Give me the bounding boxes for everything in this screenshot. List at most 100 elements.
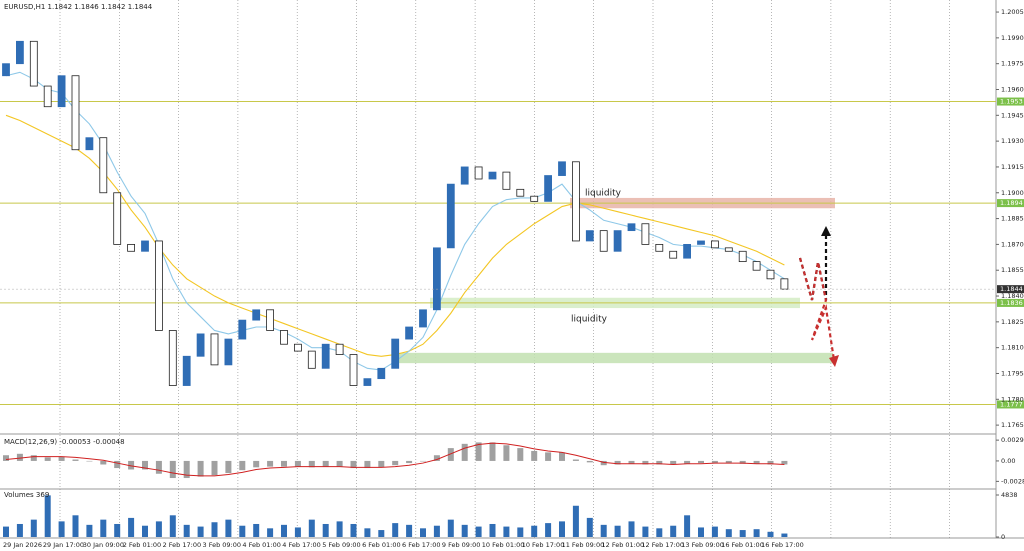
macd-bar (211, 460, 218, 476)
volume-bar (517, 527, 524, 537)
volume-bar (128, 517, 135, 537)
macd-bar (239, 460, 246, 471)
volume-bar (114, 523, 121, 537)
y-tick-label: 1.1810 (1001, 344, 1024, 352)
candle (627, 223, 636, 232)
volume-bar (698, 527, 704, 537)
macd-bar (739, 460, 746, 464)
candle (599, 230, 608, 252)
zone (395, 352, 833, 364)
level-label-bg (997, 199, 1024, 208)
candle (113, 192, 122, 245)
volume-tick-label: 4838 (1001, 491, 1018, 499)
macd-bar (545, 452, 552, 461)
candle (127, 243, 135, 252)
volume-bar (406, 524, 413, 537)
candle (405, 326, 414, 340)
volume-bar (308, 519, 315, 537)
volume-bar (86, 524, 93, 537)
volume-bar (16, 523, 23, 537)
x-tick-label: 12 Feb 17:00 (641, 541, 684, 549)
candle (585, 230, 594, 242)
volume-bar (294, 527, 301, 537)
candle (432, 247, 441, 311)
volume-bar (642, 526, 649, 537)
volume-bar (392, 523, 399, 537)
candle (363, 378, 372, 386)
candle (655, 243, 664, 252)
macd-bar (155, 460, 162, 474)
macd-bar (308, 460, 315, 468)
volume-bar (614, 525, 621, 537)
candle (641, 223, 650, 245)
macd-bar (711, 460, 718, 464)
volume-bar (475, 526, 482, 537)
macd-bar (725, 460, 732, 464)
macd-bar (406, 460, 413, 464)
macd-bar (253, 460, 260, 468)
macd-tick-label: 0.00292 (1001, 436, 1024, 444)
volume-bar (155, 521, 162, 537)
volume-bar (30, 519, 37, 537)
level-label: 1.1777 (1000, 400, 1023, 408)
y-tick-label: 1.1945 (1001, 111, 1024, 119)
x-tick-label: 13 Feb 09:00 (681, 541, 724, 549)
macd-bar (503, 445, 510, 461)
macd-bar (531, 450, 538, 461)
candle (502, 171, 511, 190)
macd-bar (684, 460, 691, 464)
volume-bar (183, 524, 190, 537)
candle (182, 355, 191, 386)
macd-bar (100, 460, 107, 465)
x-tick-label: 11 Feb 09:00 (562, 541, 605, 549)
macd-bar (44, 457, 51, 461)
candle (544, 175, 552, 202)
macd-bar (489, 442, 496, 461)
candle (85, 137, 94, 151)
projection-arrows (798, 226, 839, 367)
x-tick-label: 6 Feb 01:00 (362, 541, 401, 549)
macd-bar (364, 460, 371, 469)
volume-bar (489, 523, 496, 537)
candle (43, 85, 52, 108)
y-tick-label: 1.2005 (1001, 8, 1024, 16)
candle (99, 137, 108, 194)
candle (474, 166, 483, 180)
macd-bar (183, 460, 190, 479)
macd-bar (475, 442, 482, 461)
x-tick-label: 4 Feb 17:00 (282, 541, 321, 549)
macd-tick-label: -0.00287 (1001, 477, 1024, 485)
level-label: 1.1894 (1000, 199, 1023, 207)
volume-bar (142, 525, 148, 537)
annotation: liquidity (585, 188, 622, 198)
x-tick-label: 12 Feb 01:00 (602, 541, 645, 549)
volume-bar (58, 521, 65, 537)
x-tick-label: 2 Feb 17:00 (163, 541, 202, 549)
candle (516, 188, 525, 197)
candle (572, 161, 580, 242)
candle (210, 333, 219, 366)
candle (738, 250, 747, 263)
candle (252, 309, 261, 321)
macd-bar (114, 460, 121, 469)
y-tick-label: 1.1900 (1001, 189, 1024, 197)
volume-bar (572, 505, 579, 537)
volume-bar (586, 517, 593, 537)
y-tick-label: 1.1870 (1001, 240, 1024, 248)
macd-tick-label: 0.00 (1001, 457, 1015, 465)
macd-bar (517, 448, 524, 461)
volume-bar (225, 519, 232, 537)
macd-bar (16, 453, 23, 461)
macd-bar (767, 460, 774, 465)
candle (71, 75, 80, 151)
macd-bar (447, 448, 454, 461)
candle (266, 309, 275, 331)
level-label-bg (997, 298, 1024, 307)
arrow-head (829, 355, 839, 367)
candle (15, 40, 24, 65)
x-tick-label: 10 Feb 17:00 (522, 541, 565, 549)
volume-bar (503, 526, 510, 537)
current-price-label: 1.1844 (1000, 285, 1023, 293)
macd-bar (572, 459, 579, 461)
